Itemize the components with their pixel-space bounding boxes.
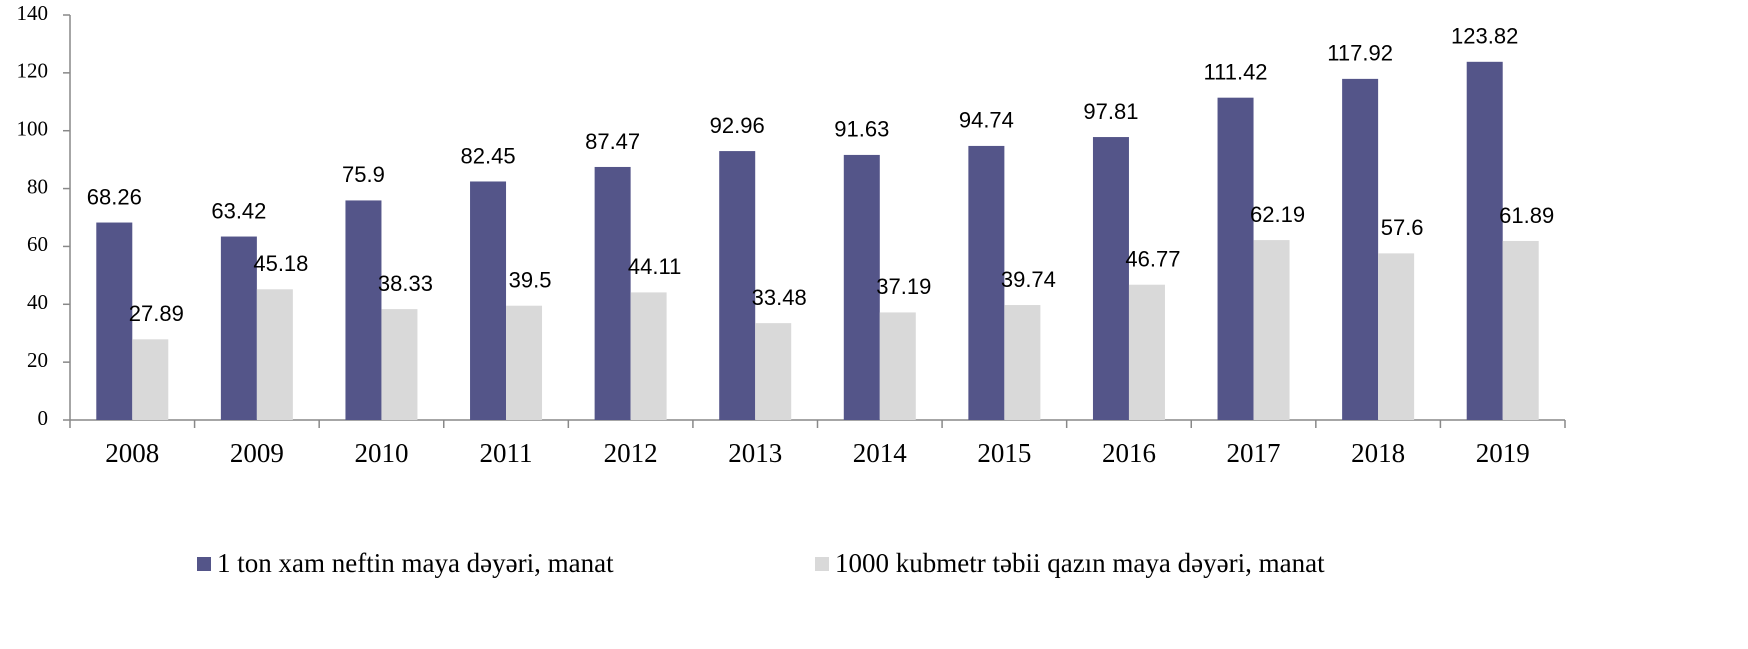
bar <box>1092 137 1129 421</box>
value-label: 91.63 <box>834 117 889 142</box>
bar <box>1466 61 1503 420</box>
bar <box>1253 240 1290 420</box>
value-label: 123.82 <box>1451 24 1518 49</box>
x-tick-label: 2014 <box>853 438 908 468</box>
value-label: 61.89 <box>1499 203 1554 228</box>
value-label: 62.19 <box>1250 202 1305 227</box>
x-tick-label: 2012 <box>604 438 658 468</box>
bar <box>879 312 916 420</box>
x-tick-label: 2009 <box>230 438 284 468</box>
bar <box>719 151 756 420</box>
bar <box>506 305 543 420</box>
value-label: 117.92 <box>1327 41 1393 66</box>
value-label: 75.9 <box>342 162 385 187</box>
x-tick-label: 2019 <box>1476 438 1530 468</box>
x-tick-label: 2013 <box>728 438 782 468</box>
value-label: 94.74 <box>959 108 1014 133</box>
y-tick-label: 100 <box>17 117 49 141</box>
bar <box>96 222 133 420</box>
value-label: 68.26 <box>87 184 142 209</box>
bar <box>132 339 169 420</box>
bar <box>1128 284 1165 420</box>
bar <box>755 323 792 420</box>
x-tick-label: 2016 <box>1102 438 1156 468</box>
y-tick-label: 20 <box>27 348 48 372</box>
y-tick-label: 60 <box>27 232 48 256</box>
x-tick-label: 2018 <box>1351 438 1405 468</box>
legend-marker <box>197 557 211 571</box>
bar <box>220 236 257 420</box>
bar <box>968 145 1005 420</box>
y-tick-label: 0 <box>38 406 49 430</box>
y-tick-label: 40 <box>27 290 48 314</box>
bar <box>470 181 507 420</box>
bar <box>345 200 382 420</box>
value-label: 92.96 <box>710 113 765 138</box>
value-label: 44.11 <box>628 254 681 279</box>
x-tick-label: 2008 <box>105 438 159 468</box>
value-label: 33.48 <box>752 285 807 310</box>
value-label: 37.19 <box>876 274 931 299</box>
legend-marker <box>815 557 829 571</box>
bar <box>1004 305 1041 420</box>
x-tick-label: 2010 <box>354 438 408 468</box>
bar <box>256 289 293 420</box>
bar <box>1378 253 1415 420</box>
x-tick-label: 2015 <box>977 438 1031 468</box>
legend-label: 1000 kubmetr təbii qazın maya dəyəri, ma… <box>835 548 1325 578</box>
value-label: 87.47 <box>585 129 640 154</box>
y-tick-label: 120 <box>17 59 49 83</box>
value-label: 27.89 <box>129 301 184 326</box>
value-label: 38.33 <box>378 271 433 296</box>
bar <box>594 166 631 420</box>
y-tick-label: 140 <box>17 1 49 25</box>
bar <box>1342 78 1379 421</box>
bar <box>630 292 667 420</box>
value-label: 82.45 <box>461 143 516 168</box>
bar <box>381 309 418 420</box>
bar <box>1217 97 1254 420</box>
bar <box>843 154 880 421</box>
value-label: 39.74 <box>1001 267 1056 292</box>
x-tick-label: 2011 <box>480 438 533 468</box>
value-label: 111.42 <box>1204 59 1268 84</box>
value-label: 46.77 <box>1125 247 1180 272</box>
value-label: 45.18 <box>253 251 308 276</box>
bar <box>1502 240 1539 420</box>
value-label: 57.6 <box>1381 215 1424 240</box>
value-label: 63.42 <box>211 198 266 223</box>
y-tick-label: 80 <box>27 174 48 198</box>
value-label: 39.5 <box>509 268 552 293</box>
x-tick-label: 2017 <box>1227 438 1281 468</box>
legend-label: 1 ton xam neftin maya dəyəri, manat <box>217 548 614 578</box>
value-label: 97.81 <box>1083 99 1138 124</box>
